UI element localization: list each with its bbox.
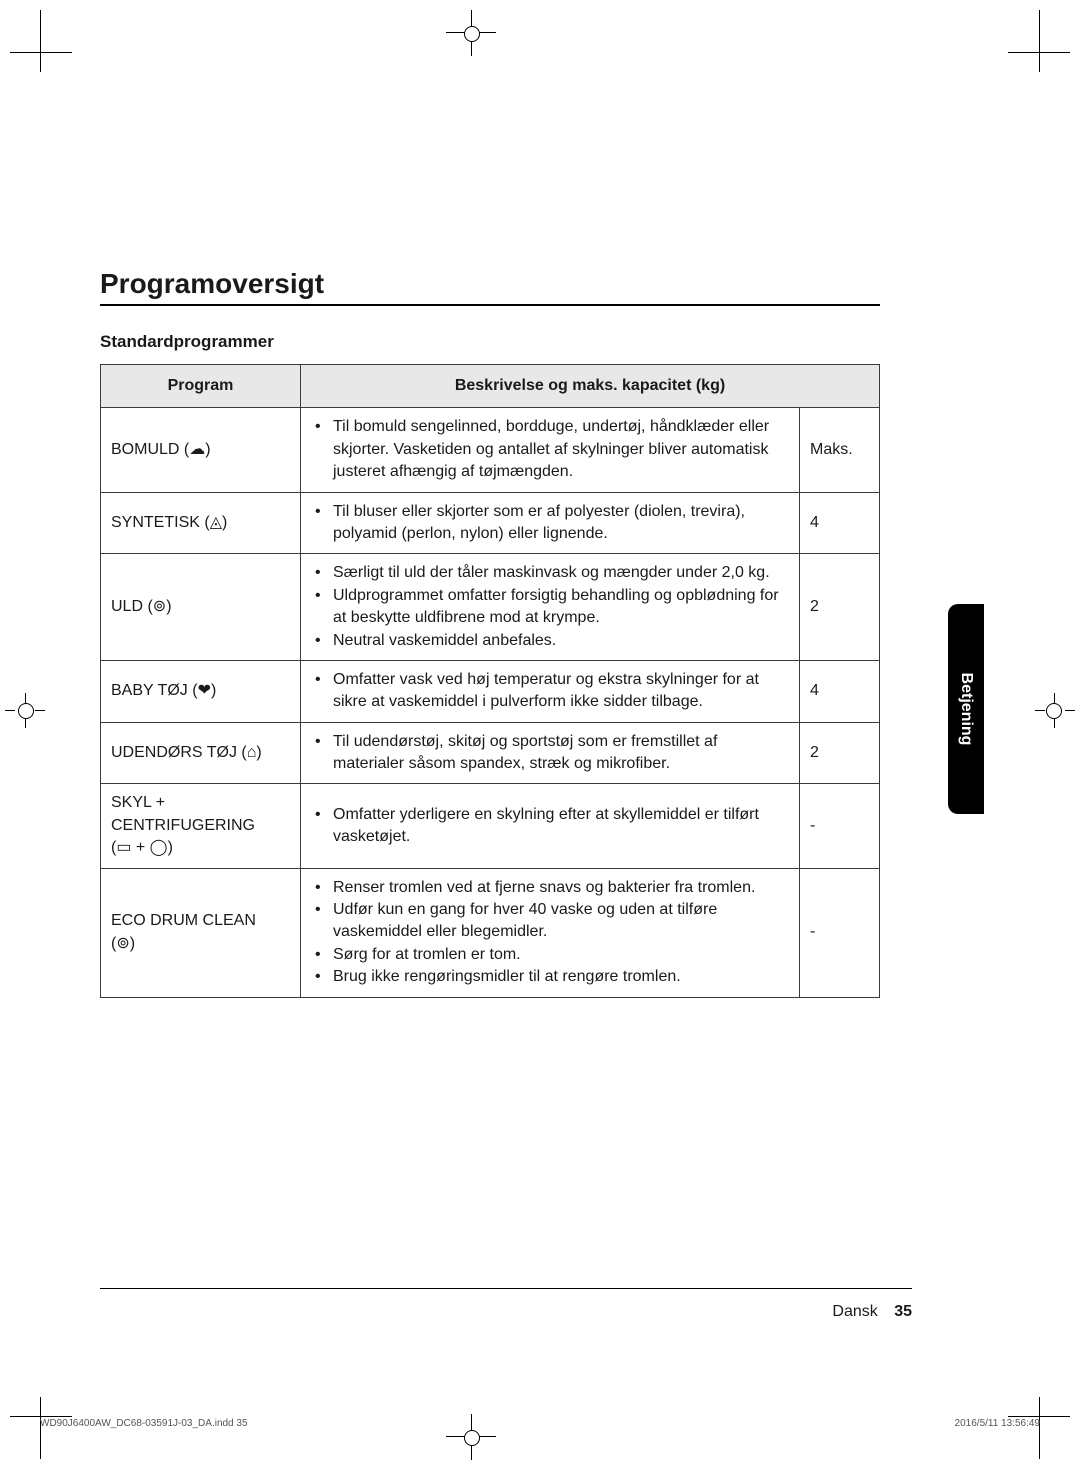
col-header-program: Program xyxy=(101,365,301,408)
program-cell: ULD (⊚) xyxy=(101,554,301,661)
crop-mark xyxy=(1008,52,1070,53)
timestamp: 2016/5/11 13:56:49 xyxy=(955,1418,1040,1429)
desc-cell: Omfatter yderligere en skylning efter at… xyxy=(301,784,800,868)
footer-language: Dansk xyxy=(832,1303,877,1320)
desc-cell: Til bluser eller skjorter som er af poly… xyxy=(301,492,800,554)
bullet: Sørg for at tromlen er tom. xyxy=(311,944,789,966)
desc-cell: Omfatter vask ved høj temperatur og ekst… xyxy=(301,660,800,722)
baby-icon: ❤ xyxy=(198,682,211,699)
crop-mark xyxy=(1035,710,1045,711)
capacity-cell: 2 xyxy=(799,554,879,661)
crop-mark xyxy=(35,710,45,711)
table-row: SYNTETISK (◬) Til bluser eller skjorter … xyxy=(101,492,880,554)
registration-circle-icon xyxy=(464,26,480,42)
program-name: BABY TØJ xyxy=(111,682,188,699)
file-stamp: WD90J6400AW_DC68-03591J-03_DA.indd 35 xyxy=(40,1418,248,1429)
page-title: Programoversigt xyxy=(100,268,880,306)
crop-mark xyxy=(25,693,26,703)
section-subtitle: Standardprogrammer xyxy=(100,332,880,352)
bullet: Omfatter yderligere en skylning efter at… xyxy=(311,804,789,849)
crop-mark xyxy=(40,10,41,72)
program-name: SYNTETISK xyxy=(111,514,200,531)
bullet: Udfør kun en gang for hver 40 vaske og u… xyxy=(311,899,789,944)
crop-mark xyxy=(1054,718,1055,728)
table-row: ULD (⊚) Særligt til uld der tåler maskin… xyxy=(101,554,880,661)
wool-icon: ⊚ xyxy=(153,598,166,615)
eco-drum-icon: ⊚ xyxy=(116,935,129,952)
page: Programoversigt Standardprogrammer Progr… xyxy=(0,0,1080,1469)
program-name: ECO DRUM CLEAN xyxy=(111,912,256,929)
program-name: ULD xyxy=(111,598,143,615)
col-header-desc: Beskrivelse og maks. kapacitet (kg) xyxy=(301,365,880,408)
capacity-cell: Maks. xyxy=(799,408,879,492)
crop-mark xyxy=(1054,693,1055,703)
crop-mark xyxy=(25,718,26,728)
programs-table: Program Beskrivelse og maks. kapacitet (… xyxy=(100,364,880,998)
program-cell: ECO DRUM CLEAN (⊚) xyxy=(101,868,301,997)
program-cell: SYNTETISK (◬) xyxy=(101,492,301,554)
table-row: BOMULD (☁) Til bomuld sengelinned, bordd… xyxy=(101,408,880,492)
cotton-icon: ☁ xyxy=(189,441,205,458)
table-row: BABY TØJ (❤) Omfatter vask ved høj tempe… xyxy=(101,660,880,722)
crop-mark xyxy=(1039,10,1040,72)
desc-cell: Til udendørstøj, skitøj og sportstøj som… xyxy=(301,722,800,784)
desc-cell: Til bomuld sengelinned, bordduge, undert… xyxy=(301,408,800,492)
program-cell: SKYL + CENTRIFUGERING (▭ + ◯) xyxy=(101,784,301,868)
program-cell: BOMULD (☁) xyxy=(101,408,301,492)
capacity-cell: - xyxy=(799,868,879,997)
bullet: Særligt til uld der tåler maskinvask og … xyxy=(311,562,789,584)
capacity-cell: 2 xyxy=(799,722,879,784)
bullet: Til bluser eller skjorter som er af poly… xyxy=(311,501,789,546)
table-row: ECO DRUM CLEAN (⊚) Renser tromlen ved at… xyxy=(101,868,880,997)
program-name: UDENDØRS TØJ xyxy=(111,744,237,761)
outdoor-icon: ⌂ xyxy=(247,744,257,761)
bullet: Neutral vaskemiddel anbefales. xyxy=(311,630,789,652)
section-tab: Betjening xyxy=(948,604,984,814)
bullet: Brug ikke rengøringsmidler til at rengør… xyxy=(311,966,789,988)
program-cell: UDENDØRS TØJ (⌂) xyxy=(101,722,301,784)
footer-rule xyxy=(100,1288,912,1289)
crop-mark xyxy=(1065,710,1075,711)
program-name: SKYL + CENTRIFUGERING xyxy=(111,794,255,833)
section-tab-label: Betjening xyxy=(957,673,975,746)
capacity-cell: - xyxy=(799,784,879,868)
capacity-cell: 4 xyxy=(799,492,879,554)
bullet: Til udendørstøj, skitøj og sportstøj som… xyxy=(311,731,789,776)
bullet: Omfatter vask ved høj temperatur og ekst… xyxy=(311,669,789,714)
crop-mark xyxy=(10,1416,72,1417)
content-area: Programoversigt Standardprogrammer Progr… xyxy=(100,268,880,998)
table-row: UDENDØRS TØJ (⌂) Til udendørstøj, skitøj… xyxy=(101,722,880,784)
page-number: 35 xyxy=(894,1303,912,1320)
table-row: SKYL + CENTRIFUGERING (▭ + ◯) Omfatter y… xyxy=(101,784,880,868)
bullet: Renser tromlen ved at fjerne snavs og ba… xyxy=(311,877,789,899)
desc-cell: Særligt til uld der tåler maskinvask og … xyxy=(301,554,800,661)
crop-mark xyxy=(10,52,72,53)
program-cell: BABY TØJ (❤) xyxy=(101,660,301,722)
rinse-spin-icon: (▭ + ◯) xyxy=(111,839,173,856)
bullet: Uldprogrammet omfatter forsigtig behandl… xyxy=(311,585,789,630)
registration-circle-icon xyxy=(18,703,34,719)
desc-cell: Renser tromlen ved at fjerne snavs og ba… xyxy=(301,868,800,997)
crop-mark xyxy=(5,710,15,711)
registration-circle-icon xyxy=(1046,703,1062,719)
program-name: BOMULD xyxy=(111,441,179,458)
registration-circle-icon xyxy=(464,1430,480,1446)
synthetic-icon: ◬ xyxy=(210,514,222,531)
capacity-cell: 4 xyxy=(799,660,879,722)
bullet: Til bomuld sengelinned, bordduge, undert… xyxy=(311,416,789,483)
footer: Dansk 35 xyxy=(832,1303,912,1321)
crop-mark xyxy=(1008,1416,1070,1417)
